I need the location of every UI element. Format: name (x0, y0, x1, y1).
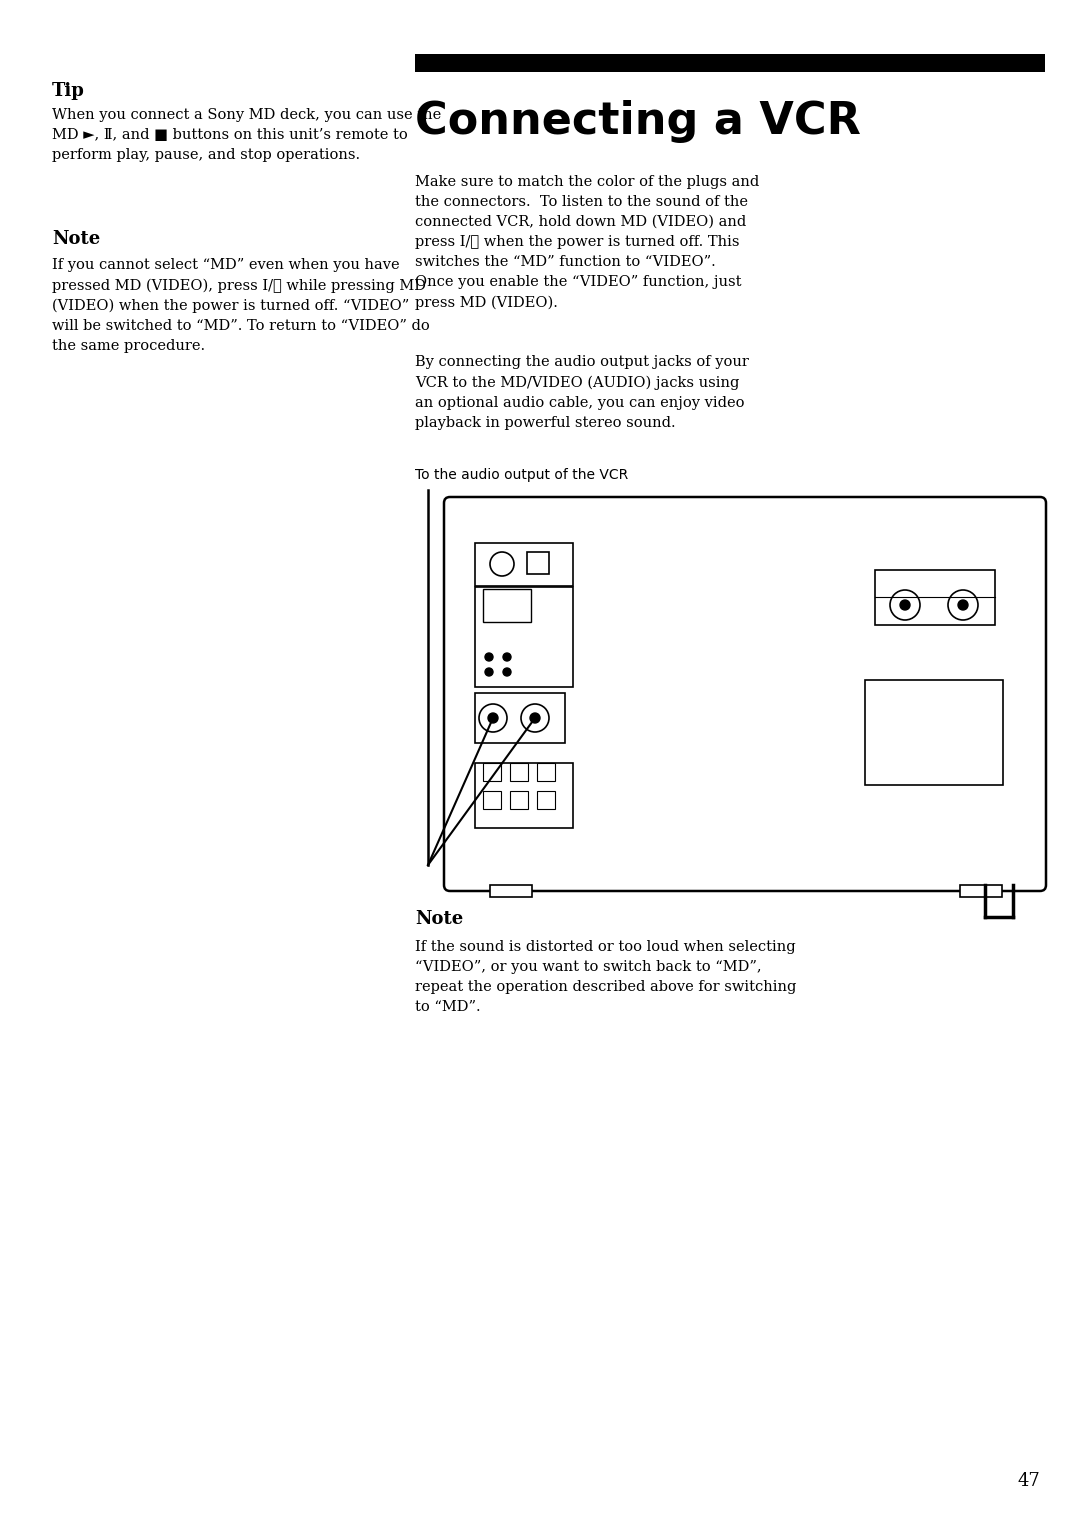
Bar (490, 885, 532, 898)
FancyBboxPatch shape (444, 497, 1047, 891)
Circle shape (488, 713, 498, 723)
Text: To the audio output of the VCR: To the audio output of the VCR (415, 468, 629, 482)
Bar (475, 763, 573, 829)
Bar (537, 790, 555, 809)
Text: Make sure to match the color of the plugs and
the connectors.  To listen to the : Make sure to match the color of the plug… (415, 174, 759, 310)
Circle shape (485, 668, 492, 676)
Bar (475, 587, 573, 687)
Circle shape (503, 668, 511, 676)
Text: If the sound is distorted or too loud when selecting
“VIDEO”, or you want to swi: If the sound is distorted or too loud wh… (415, 940, 796, 1014)
Text: If you cannot select “MD” even when you have
pressed MD (VIDEO), press I/⏻ while: If you cannot select “MD” even when you … (52, 258, 430, 353)
Text: Tip: Tip (52, 83, 85, 99)
Circle shape (485, 653, 492, 661)
Bar (510, 790, 528, 809)
Bar (527, 552, 549, 573)
Bar (475, 693, 565, 743)
Text: 47: 47 (1017, 1472, 1040, 1489)
Bar (510, 763, 528, 781)
Circle shape (503, 653, 511, 661)
Bar (537, 763, 555, 781)
Bar (475, 543, 573, 586)
Text: When you connect a Sony MD deck, you can use the
MD ►, Ⅱ, and ■ buttons on this : When you connect a Sony MD deck, you can… (52, 109, 442, 162)
Bar (960, 885, 1002, 898)
Circle shape (958, 599, 968, 610)
Bar (875, 570, 995, 625)
Bar (415, 54, 1045, 72)
Bar (483, 763, 501, 781)
Circle shape (900, 599, 910, 610)
Text: Connecting a VCR: Connecting a VCR (415, 99, 861, 144)
Bar (865, 680, 1003, 784)
Text: Note: Note (415, 910, 463, 928)
Bar (483, 589, 531, 622)
Text: Note: Note (52, 229, 100, 248)
Text: By connecting the audio output jacks of your
VCR to the MD/VIDEO (AUDIO) jacks u: By connecting the audio output jacks of … (415, 355, 748, 430)
Bar (483, 790, 501, 809)
Circle shape (530, 713, 540, 723)
